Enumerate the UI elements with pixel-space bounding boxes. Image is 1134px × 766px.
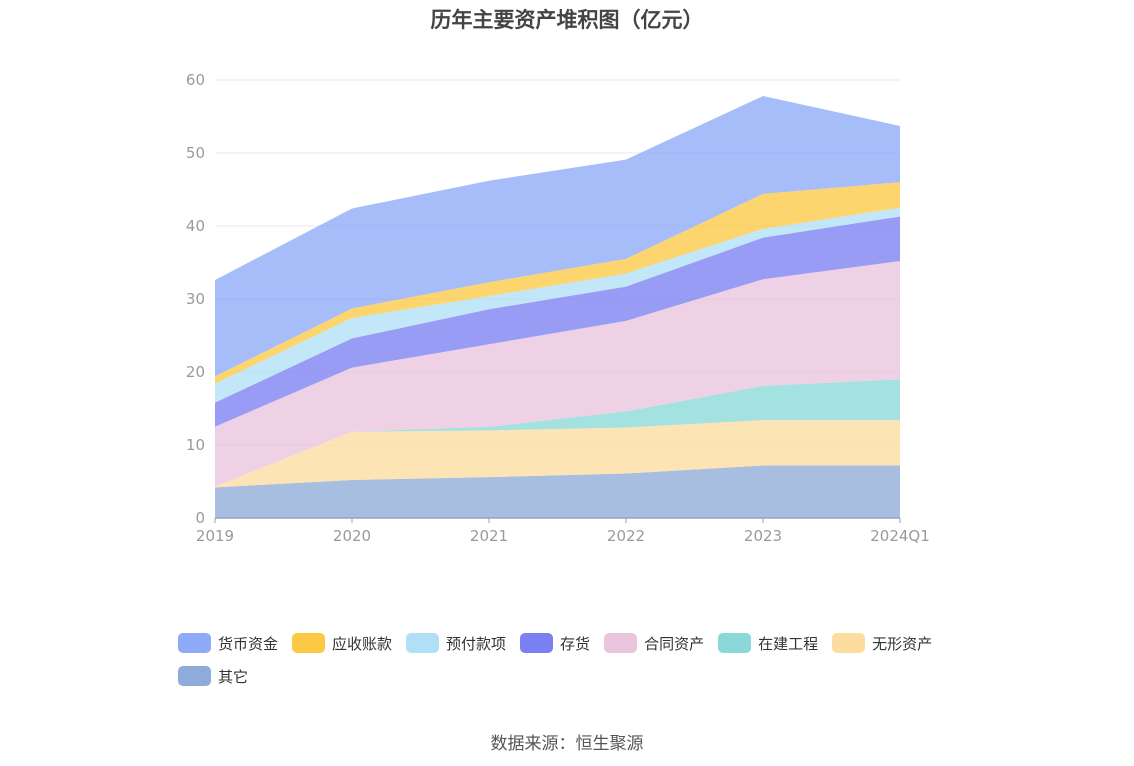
- legend-swatch: [520, 633, 554, 653]
- legend-item[interactable]: 应收账款: [292, 632, 392, 654]
- x-tick-label: 2022: [607, 527, 645, 545]
- legend-swatch: [832, 633, 866, 653]
- x-tick-label: 2024Q1: [870, 527, 930, 545]
- legend-item[interactable]: 合同资产: [604, 632, 704, 654]
- y-tick-label: 50: [186, 144, 205, 162]
- legend-label: 在建工程: [758, 634, 819, 653]
- legend-label: 货币资金: [218, 634, 279, 653]
- legend-item[interactable]: 其它: [178, 665, 248, 687]
- x-tick-label: 2021: [470, 527, 508, 545]
- area-series: [215, 420, 900, 488]
- area-series: [215, 182, 900, 384]
- area-series: [215, 96, 900, 377]
- legend-label: 其它: [218, 667, 249, 686]
- legend-swatch: [718, 633, 752, 653]
- x-tick-label: 2019: [196, 527, 234, 545]
- legend-label: 存货: [560, 634, 591, 653]
- legend-swatch: [292, 633, 326, 653]
- legend: 货币资金 应收账款 预付款项 存货 合同资产 在建工程 无形资产其它: [178, 632, 978, 698]
- x-tick-label: 2020: [333, 527, 371, 545]
- legend-label: 预付款项: [446, 634, 507, 653]
- legend-label: 合同资产: [644, 634, 705, 653]
- legend-item[interactable]: 存货: [520, 632, 590, 654]
- area-series-layer: [215, 96, 900, 518]
- area-series: [215, 465, 900, 518]
- legend-swatch: [178, 633, 211, 653]
- y-tick-label: 30: [186, 290, 205, 308]
- stacked-area-chart: 0 10 20 30 40 50 60 2019 2020 2021 2022 2023 2024Q1: [186, 71, 930, 545]
- axes: 0 10 20 30 40 50 60 2019 2020 2021 2022 2023 2024Q1: [186, 71, 930, 545]
- y-tick-label: 10: [186, 436, 205, 454]
- legend-item[interactable]: 预付款项: [406, 632, 506, 654]
- legend-swatch: [604, 633, 638, 653]
- legend-item[interactable]: 无形资产: [832, 632, 932, 654]
- chart-title: 历年主要资产堆积图（亿元）: [430, 8, 704, 32]
- y-tick-label: 0: [195, 509, 205, 527]
- legend-label: 应收账款: [332, 634, 393, 653]
- y-tick-label: 40: [186, 217, 205, 235]
- source-note: 数据来源：恒生聚源: [490, 734, 644, 754]
- area-series: [215, 261, 900, 487]
- x-tick-label: 2023: [744, 527, 782, 545]
- legend-swatch: [406, 633, 440, 653]
- area-series: [215, 379, 900, 487]
- area-series: [215, 216, 900, 427]
- legend-label: 无形资产: [872, 634, 933, 653]
- legend-item[interactable]: 货币资金: [178, 632, 278, 654]
- legend-swatch: [178, 666, 211, 686]
- y-tick-label: 60: [186, 71, 205, 89]
- legend-item[interactable]: 在建工程: [718, 632, 818, 654]
- y-tick-label: 20: [186, 363, 205, 381]
